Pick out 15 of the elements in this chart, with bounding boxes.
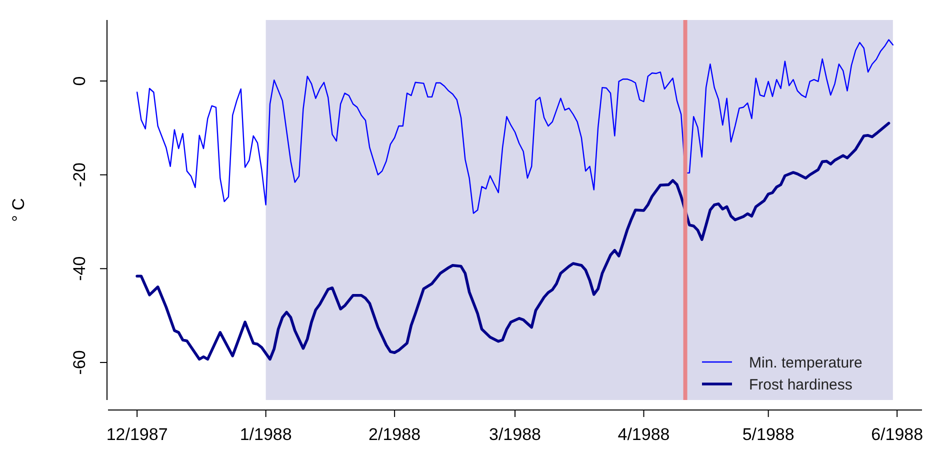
y-axis-title: ° C [9,198,28,222]
legend-label: Min. temperature [749,354,862,372]
x-tick-label: 2/1988 [368,425,421,444]
y-tick-label: -20 [70,162,89,188]
line-series [136,39,894,214]
legend-label: Frost hardiness [749,376,852,394]
y-tick-label: 0 [70,76,89,86]
y-tick-label: -60 [70,350,89,375]
x-tick-label: 5/1988 [742,425,794,444]
x-tick-label: 1/1988 [240,425,292,444]
x-tick-label: 4/1988 [618,425,670,444]
x-tick-label: 6/1988 [871,425,924,444]
y-tick-label: -40 [70,256,89,281]
x-tick-label: 3/1988 [489,425,541,444]
x-tick-label: 12/1987 [106,425,168,444]
